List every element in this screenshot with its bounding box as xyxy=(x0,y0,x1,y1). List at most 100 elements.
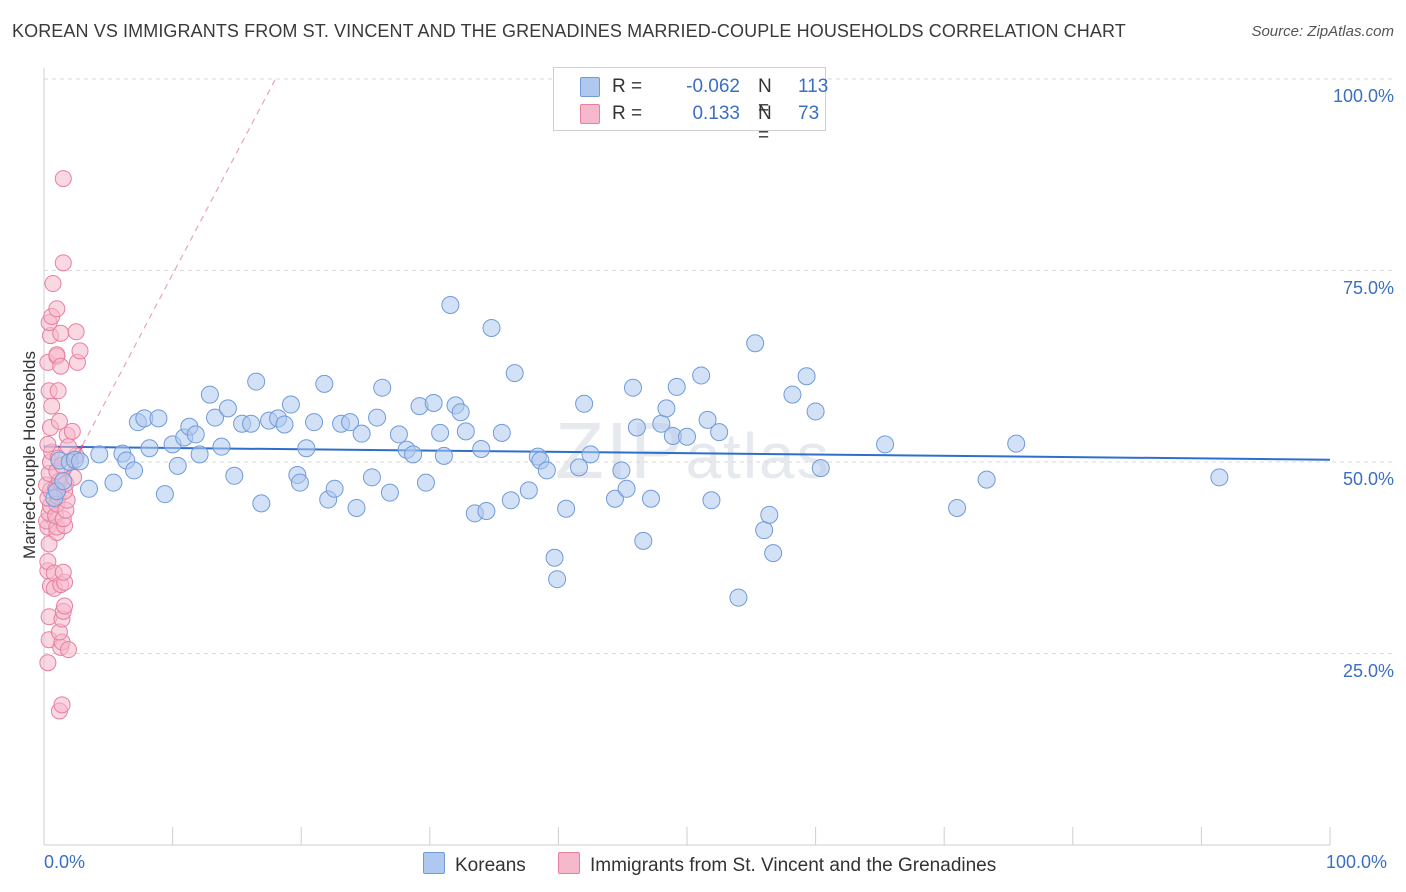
immigrants-point xyxy=(54,170,72,188)
n-value-immigrants: 73 xyxy=(798,103,820,124)
koreans-point xyxy=(678,427,696,446)
koreans-point xyxy=(548,570,567,589)
koreans-point xyxy=(605,489,624,508)
koreans-point xyxy=(80,479,99,498)
bottom-legend-koreans: Koreans xyxy=(423,852,526,877)
koreans-point xyxy=(71,452,90,471)
koreans-point xyxy=(140,439,159,458)
koreans-point xyxy=(710,423,729,442)
chart-title: KOREAN VS IMMIGRANTS FROM ST. VINCENT AN… xyxy=(12,21,1126,41)
r-label: R = xyxy=(612,103,643,124)
koreans-point xyxy=(797,367,816,386)
koreans-point xyxy=(362,468,381,487)
koreans-point xyxy=(434,446,453,465)
koreans-point xyxy=(764,544,783,563)
immigrants-point xyxy=(59,641,77,659)
axes xyxy=(43,68,1331,846)
koreans-point xyxy=(200,385,219,404)
koreans-point xyxy=(218,399,237,418)
koreans-point xyxy=(252,494,271,513)
koreans-point xyxy=(451,403,470,422)
koreans-point xyxy=(537,461,556,480)
bottom-legend-immigrants: Immigrants from St. Vincent and the Gren… xyxy=(558,852,996,877)
immigrants-point xyxy=(52,357,70,375)
immigrants-point xyxy=(52,324,70,342)
koreans-point xyxy=(641,489,660,508)
koreans-point xyxy=(352,424,371,443)
n-label: N = xyxy=(758,76,772,119)
koreans-point xyxy=(492,423,511,442)
koreans-point xyxy=(811,459,830,478)
koreans-point xyxy=(501,491,520,510)
koreans-point xyxy=(389,425,408,444)
koreans-point xyxy=(617,479,636,498)
koreans-point xyxy=(347,498,366,517)
n-value-koreans: 113 xyxy=(798,76,829,97)
immigrants-point xyxy=(44,275,62,293)
immigrants-point xyxy=(54,254,72,272)
koreans-point xyxy=(519,481,538,500)
koreans-point xyxy=(225,466,244,485)
y-tick-label: 100.0% xyxy=(1332,86,1394,106)
immigrants-point xyxy=(39,654,57,672)
koreans-point xyxy=(977,470,996,489)
koreans-points xyxy=(45,295,1229,607)
r-label: R = xyxy=(612,76,643,97)
koreans-point xyxy=(746,334,765,353)
koreans-point xyxy=(948,498,967,517)
koreans-point xyxy=(297,439,316,458)
koreans-point xyxy=(472,439,491,458)
koreans-point xyxy=(505,364,524,383)
koreans-point xyxy=(575,394,594,413)
immigrants-swatch xyxy=(580,104,600,124)
koreans-point xyxy=(623,378,642,397)
koreans-point xyxy=(275,415,294,434)
koreans-point xyxy=(1210,468,1229,487)
immigrants-trend-extension xyxy=(82,78,277,446)
koreans-point xyxy=(702,491,721,510)
koreans-point xyxy=(149,409,168,428)
koreans-point xyxy=(477,502,496,521)
y-tick-label: 25.0% xyxy=(1342,660,1394,681)
immigrants-point xyxy=(63,422,81,440)
immigrants-point xyxy=(43,397,61,415)
koreans-point xyxy=(206,408,225,427)
immigrants-point xyxy=(49,382,67,400)
y-tick-label: 50.0% xyxy=(1342,469,1394,489)
immigrants-point xyxy=(48,300,66,318)
koreans-point xyxy=(634,531,653,550)
koreans-point xyxy=(698,410,717,429)
immigrants-legend-swatch xyxy=(558,852,580,874)
koreans-point xyxy=(729,588,748,607)
koreans-point xyxy=(380,483,399,502)
koreans-point xyxy=(290,473,309,492)
y-axis-label: Married-couple Households xyxy=(20,351,39,559)
koreans-swatch xyxy=(580,77,600,97)
koreans-point xyxy=(424,394,443,413)
r-value-immigrants: 0.133 xyxy=(692,103,740,124)
koreans-point xyxy=(569,458,588,477)
koreans-point xyxy=(190,445,209,464)
immigrants-point xyxy=(67,323,85,341)
koreans-point xyxy=(545,548,564,567)
koreans-point xyxy=(325,479,344,498)
koreans-point xyxy=(760,505,779,524)
x-tick-min: 0.0% xyxy=(44,852,86,872)
source-label: Source: ZipAtlas.com xyxy=(1251,23,1394,40)
immigrants-legend-label: Immigrants from St. Vincent and the Gren… xyxy=(590,855,997,876)
koreans-point xyxy=(612,461,631,480)
koreans-point xyxy=(186,425,205,444)
koreans-point xyxy=(482,318,501,337)
koreans-trend-line xyxy=(43,445,1331,461)
immigrants-point xyxy=(71,342,89,360)
koreans-point xyxy=(404,445,423,464)
koreans-point xyxy=(125,461,144,480)
immigrants-point xyxy=(56,597,74,615)
koreans-point xyxy=(557,499,576,518)
immigrants-point xyxy=(54,563,72,581)
r-value-koreans: -0.062 xyxy=(686,76,740,97)
koreans-point xyxy=(657,399,676,418)
koreans-point xyxy=(783,385,802,404)
x-tick-max: 100.0% xyxy=(1326,852,1388,872)
